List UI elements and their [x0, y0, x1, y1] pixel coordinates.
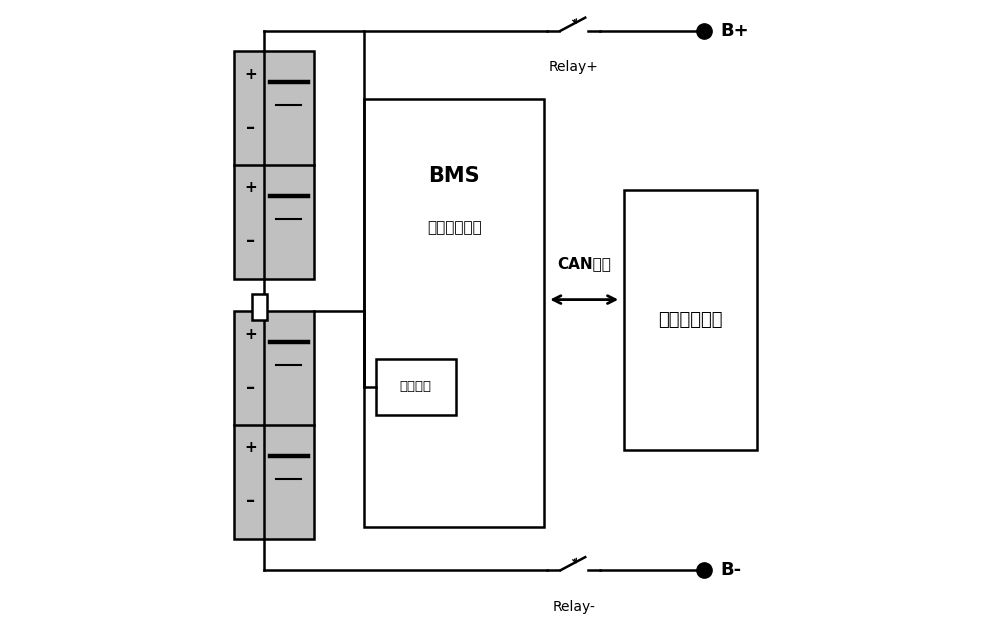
Bar — [234, 312, 314, 539]
Bar — [364, 99, 544, 527]
Bar — [376, 358, 456, 415]
Text: –: – — [246, 233, 255, 251]
Text: +: + — [244, 326, 257, 342]
Text: 整车控制模块: 整车控制模块 — [658, 312, 723, 329]
Text: B-: B- — [720, 561, 742, 579]
Text: Relay+: Relay+ — [549, 60, 599, 74]
Text: –: – — [246, 492, 255, 510]
Text: 电池管理系统: 电池管理系统 — [427, 220, 482, 234]
Text: +: + — [244, 180, 257, 196]
Text: –: – — [246, 118, 255, 136]
Text: 检测电路: 检测电路 — [400, 380, 432, 393]
Text: B+: B+ — [720, 22, 749, 39]
Text: +: + — [244, 441, 257, 455]
Bar — [624, 190, 757, 450]
Text: BMS: BMS — [428, 166, 480, 186]
Text: –: – — [246, 379, 255, 397]
Text: Relay-: Relay- — [552, 600, 595, 614]
Text: +: + — [244, 67, 257, 81]
Text: CAN通信: CAN通信 — [557, 257, 611, 271]
Bar — [252, 294, 267, 320]
Bar — [234, 51, 314, 279]
